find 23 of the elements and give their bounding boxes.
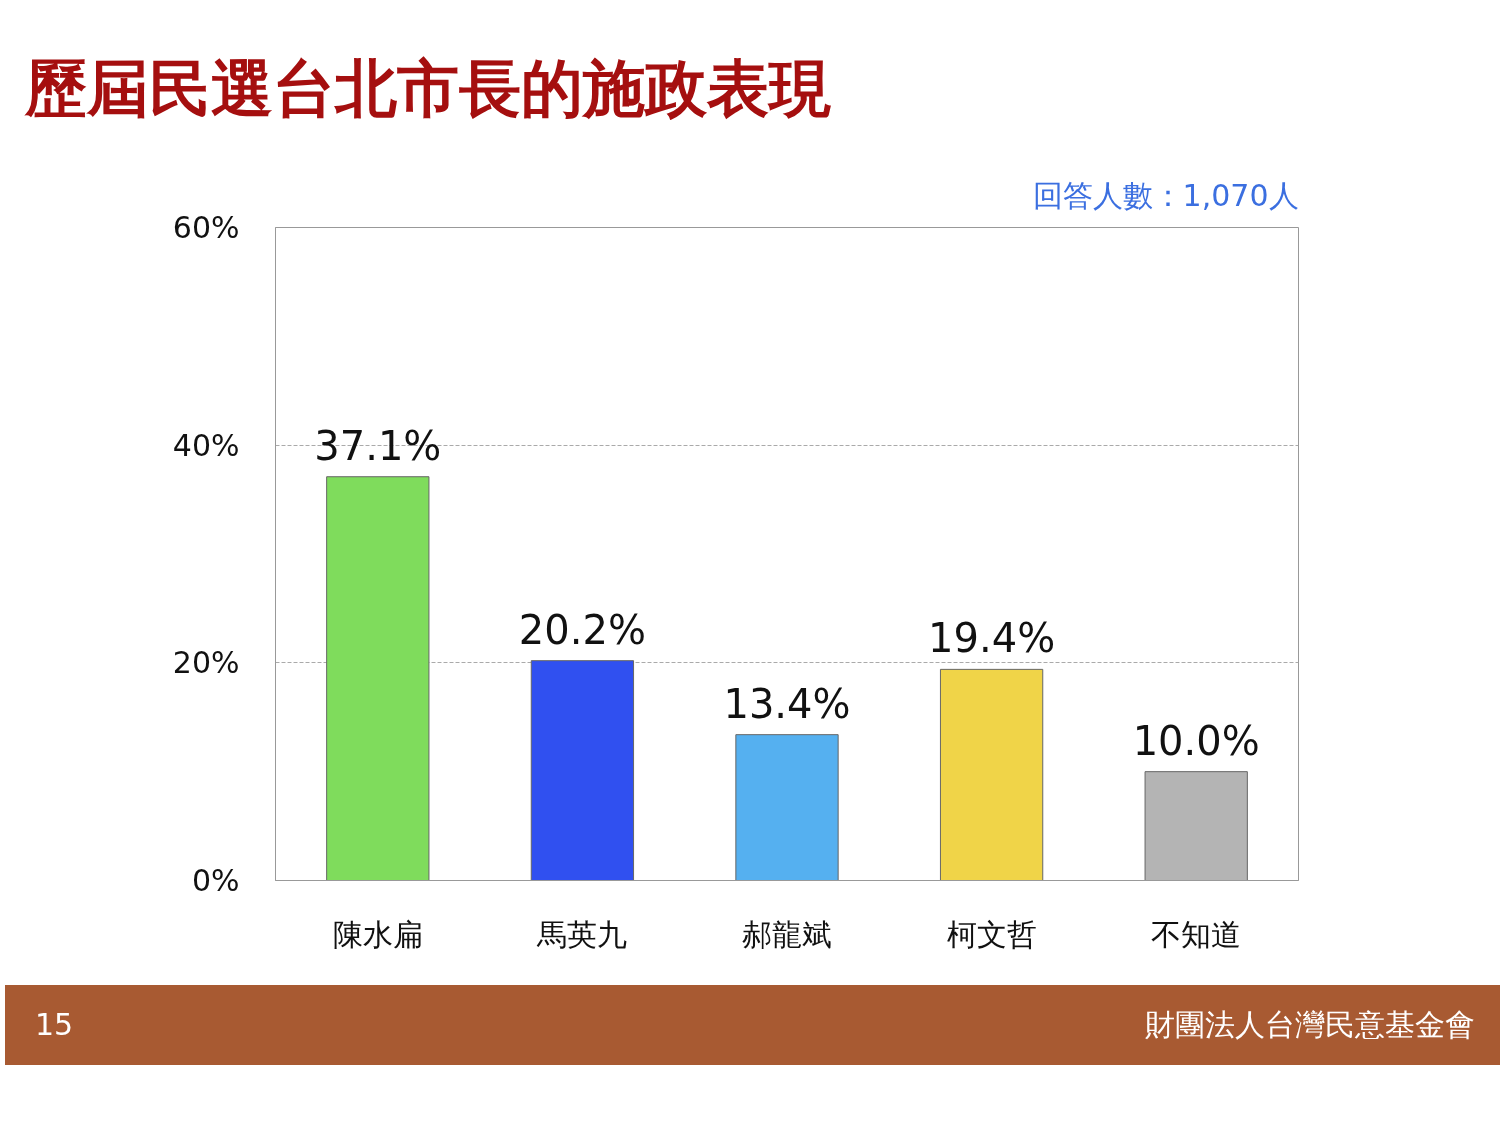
y-tick-label: 60% (172, 210, 240, 245)
x-tick-label: 陳水扁 (332, 916, 423, 952)
bar (735, 734, 839, 881)
y-tick-label: 20% (172, 645, 240, 681)
bar (1144, 771, 1248, 881)
bar (530, 660, 635, 881)
y-tick-label: 0% (191, 863, 240, 898)
x-tick-label: 郝龍斌 (742, 916, 832, 952)
x-tick-label: 馬英九 (536, 916, 628, 952)
y-tick-label: 40% (172, 427, 240, 463)
text: 15 (35, 1005, 75, 1044)
data-label: 13.4% (723, 680, 851, 727)
chart-title: 歷屆民選台北市長的施政表現 (25, 51, 831, 127)
data-label: 10.0% (1132, 717, 1260, 764)
text: 回答人數：1,070人 (1032, 177, 1299, 213)
bar (326, 476, 430, 881)
x-tick-label: 不知道 (1151, 916, 1242, 952)
bar (939, 668, 1044, 881)
data-label: 20.2% (518, 606, 646, 653)
data-label: 37.1% (314, 422, 442, 469)
data-label: 19.4% (928, 615, 1056, 662)
text: 財團法人台灣民意基金會 (1144, 1005, 1475, 1044)
x-tick-label: 柯文哲 (946, 916, 1037, 952)
